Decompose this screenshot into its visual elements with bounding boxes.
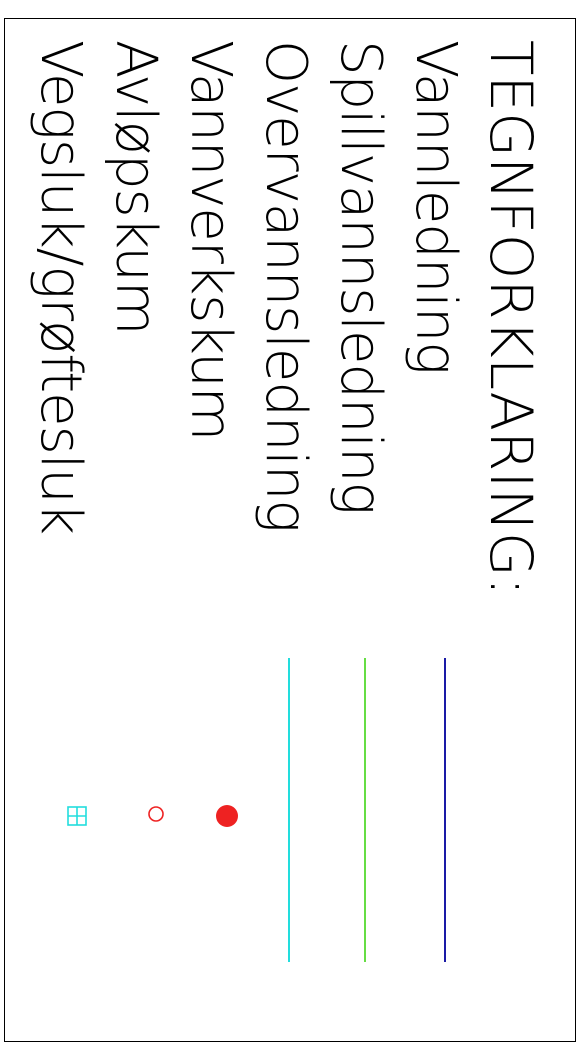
legend-label-vannverkskum: Vannverkskum — [178, 40, 243, 441]
legend-label-vannledning: Vannledning — [403, 40, 468, 374]
vannledning-line-symbol — [444, 658, 446, 962]
legend-label-spillvannsledning: Spillvannsledning — [328, 40, 393, 515]
legend-label-avlopskum: Avløpskum — [103, 40, 168, 335]
avlopskum-open-circle-icon — [148, 806, 164, 822]
legend-title: TEGNFORKLARING: — [477, 40, 545, 597]
vegsluk-grid-square-icon — [67, 806, 87, 826]
legend-label-vegsluk: Vegsluk/grøftesluk — [28, 40, 93, 535]
overvannsledning-line-symbol — [288, 658, 290, 962]
spillvannsledning-line-symbol — [364, 658, 366, 962]
legend-labels: TEGNFORKLARING: Vannledning Spillvannsle… — [23, 40, 548, 596]
vannverkskum-filled-circle-icon — [216, 805, 238, 827]
legend-label-overvannsledning: Overvannsledning — [253, 40, 318, 533]
legend-frame — [4, 18, 576, 1042]
